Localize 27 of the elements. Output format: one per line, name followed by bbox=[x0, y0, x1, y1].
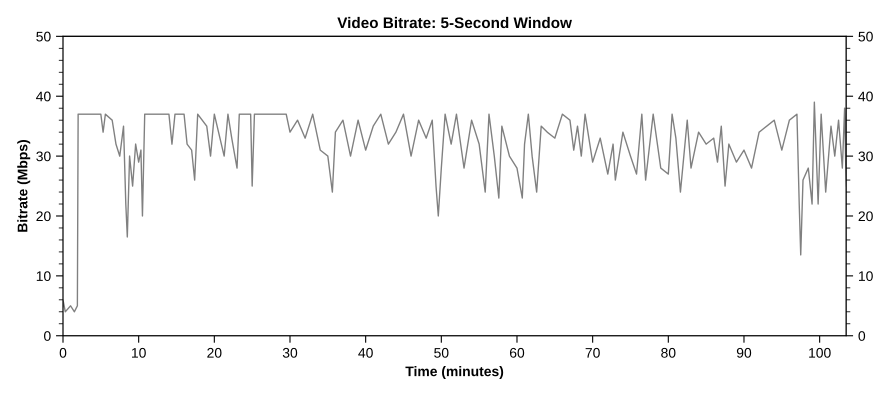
chart-title: Video Bitrate: 5-Second Window bbox=[337, 16, 572, 28]
x-tick-label: 60 bbox=[510, 348, 524, 358]
y-tick-label: 50 bbox=[36, 32, 51, 42]
line-series bbox=[63, 102, 846, 312]
y2-tick-label: 50 bbox=[858, 32, 873, 42]
y-tick-label: 20 bbox=[36, 211, 51, 222]
y-axis-title: Bitrate (Mbps) bbox=[17, 140, 30, 232]
x-tick-label: 80 bbox=[661, 348, 676, 358]
y-tick-label: 30 bbox=[36, 151, 51, 162]
x-tick-label: 100 bbox=[809, 348, 831, 358]
x-tick-label: 0 bbox=[60, 348, 66, 358]
y2-tick-label: 30 bbox=[858, 151, 873, 162]
x-tick-label: 10 bbox=[132, 348, 146, 358]
x-tick-label: 20 bbox=[207, 348, 222, 358]
x-tick-label: 90 bbox=[736, 348, 752, 358]
y-tick-label: 40 bbox=[36, 92, 51, 102]
y-tick-label: 0 bbox=[44, 331, 51, 341]
y2-tick-label: 20 bbox=[858, 211, 873, 222]
x-axis-title: Time (minutes) bbox=[405, 366, 504, 380]
y2-tick-label: 40 bbox=[858, 92, 873, 102]
y2-tick-label: 10 bbox=[858, 271, 873, 282]
x-tick-label: 70 bbox=[586, 348, 600, 358]
y2-tick-label: 0 bbox=[858, 331, 866, 341]
y-tick-label: 10 bbox=[36, 271, 51, 282]
x-tick-label: 40 bbox=[358, 348, 373, 358]
x-tick-label: 30 bbox=[282, 348, 298, 358]
x-tick-label: 50 bbox=[434, 348, 449, 358]
